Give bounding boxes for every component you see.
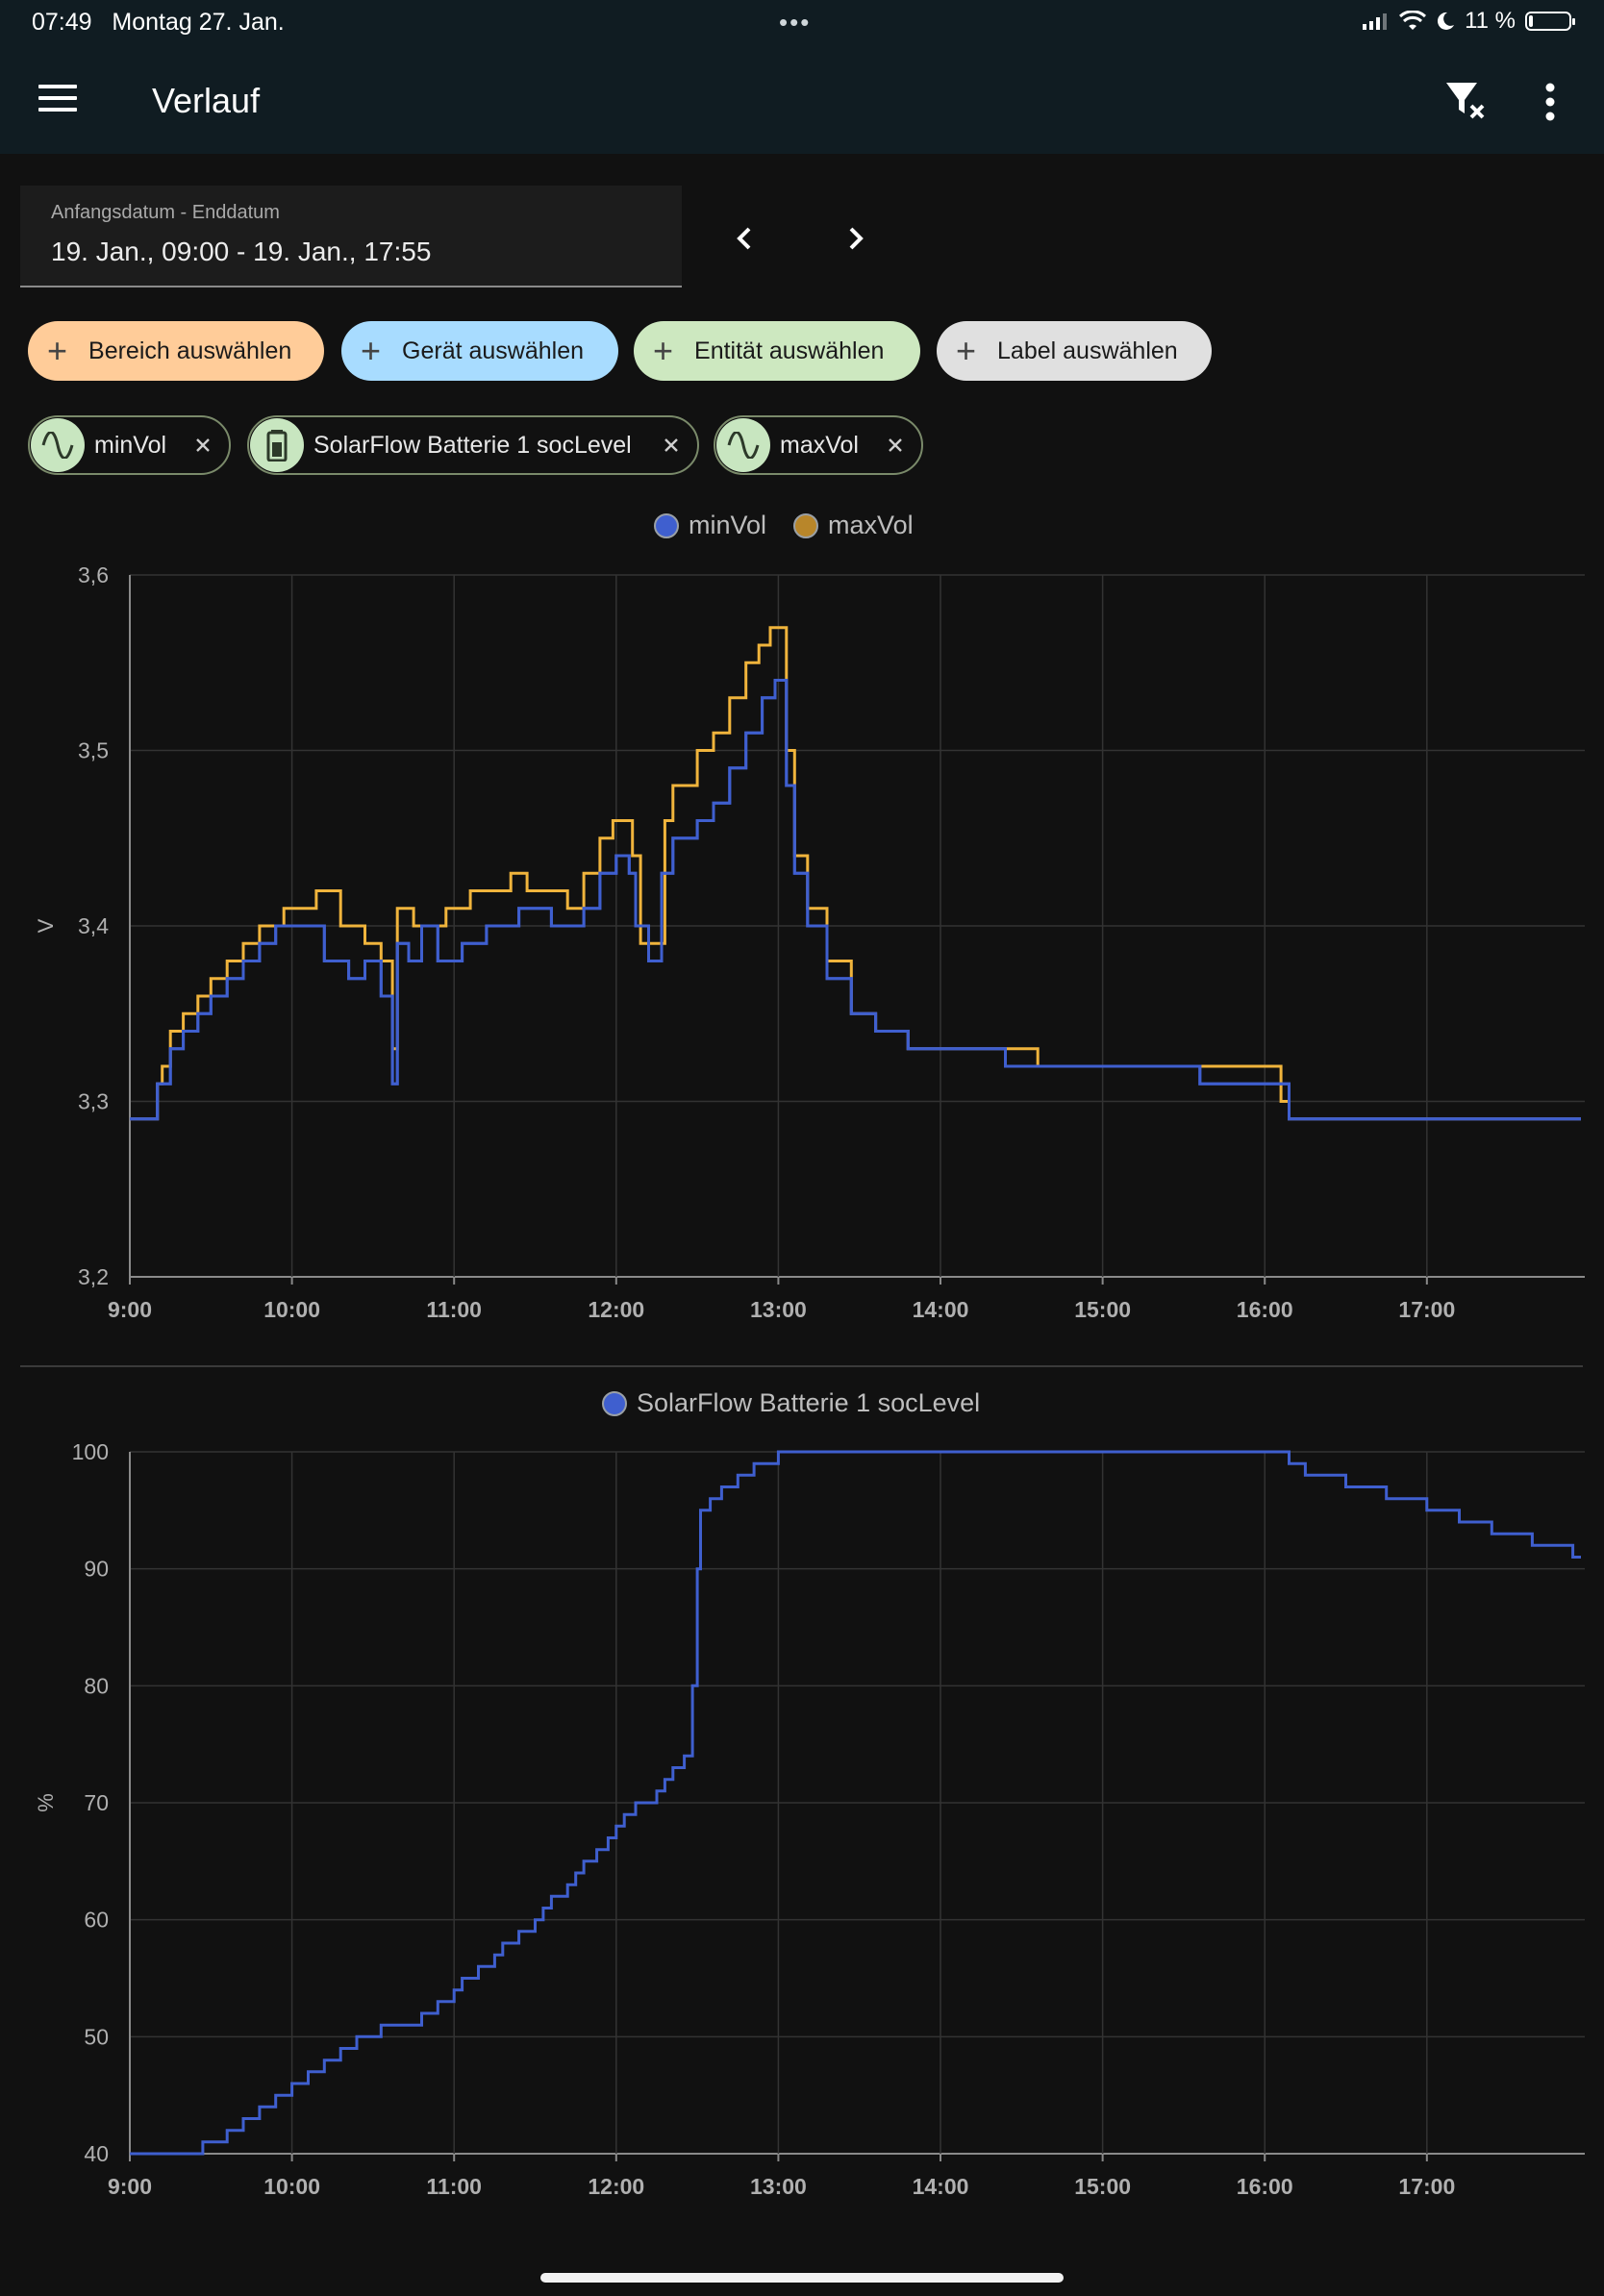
status-time: 07:49 xyxy=(32,9,92,36)
chip-label: Entität auswählen xyxy=(694,337,885,364)
series-line-minvol[interactable] xyxy=(130,679,1581,1121)
x-tick-label: 10:00 xyxy=(263,2174,320,2199)
close-icon[interactable] xyxy=(885,435,906,456)
series-line-minvol-overlay xyxy=(130,679,1581,1121)
status-time-date: 07:49 Montag 27. Jan. xyxy=(32,9,285,37)
x-tick-label: 14:00 xyxy=(913,1297,969,1322)
chip-label: Gerät auswählen xyxy=(402,337,585,364)
page-title: Verlauf xyxy=(152,81,261,120)
plus-icon: + xyxy=(47,331,68,370)
x-tick-label: 9:00 xyxy=(108,2174,152,2199)
x-tick-label: 13:00 xyxy=(750,1297,807,1322)
y-tick-label: 50 xyxy=(84,2024,109,2049)
x-tick-label: 11:00 xyxy=(426,2174,482,2199)
y-tick-label: 3,2 xyxy=(78,1264,109,1289)
y-tick-label: 100 xyxy=(72,1439,109,1464)
chip-label: Bereich auswählen xyxy=(88,337,292,364)
entity-chip-maxvol[interactable]: maxVol xyxy=(714,415,923,475)
battery-percent: 11 % xyxy=(1465,8,1516,34)
home-indicator[interactable] xyxy=(540,2273,1064,2283)
legend-item-maxvol[interactable]: maxVol xyxy=(793,511,914,540)
menu-icon[interactable] xyxy=(38,85,77,115)
close-icon[interactable] xyxy=(192,435,213,456)
y-tick-label: 70 xyxy=(84,1790,109,1815)
sine-wave-icon xyxy=(716,418,770,472)
voltage-chart-legend: minVol maxVol xyxy=(654,511,940,540)
y-tick-label: 90 xyxy=(84,1557,109,1582)
plus-icon: + xyxy=(653,331,674,370)
entity-chip-label: minVol xyxy=(94,431,167,459)
sine-wave-icon xyxy=(31,418,85,472)
x-tick-label: 9:00 xyxy=(108,1297,152,1322)
voltage-chart[interactable]: 3,2 3,3 3,4 3,5 3,6 9:00 10:00 11:00 12:00 13:00 1… xyxy=(0,558,1604,1327)
multitasking-dots-icon[interactable]: ••• xyxy=(779,8,812,37)
cellular-signal-icon xyxy=(1363,13,1388,30)
series-line-maxvol[interactable] xyxy=(130,626,1581,1121)
soc-chart-legend: SolarFlow Batterie 1 socLevel xyxy=(602,1388,1007,1418)
entity-chip-label: maxVol xyxy=(780,431,859,459)
plus-icon: + xyxy=(361,331,382,370)
wifi-icon xyxy=(1399,11,1427,30)
x-tick-label: 14:00 xyxy=(913,2174,969,2199)
y-tick-label: 40 xyxy=(84,2141,109,2166)
y-tick-label: 3,5 xyxy=(78,738,109,763)
x-tick-label: 11:00 xyxy=(426,1297,482,1322)
battery-icon xyxy=(250,418,304,472)
x-tick-label: 16:00 xyxy=(1237,2174,1293,2199)
legend-swatch xyxy=(793,512,819,538)
x-tick-label: 15:00 xyxy=(1074,1297,1131,1322)
more-vert-icon[interactable] xyxy=(1544,83,1556,121)
status-bar: 07:49 Montag 27. Jan. ••• 11 % xyxy=(0,0,1604,48)
legend-label: maxVol xyxy=(828,511,914,539)
choose-device-button[interactable]: + Gerät auswählen xyxy=(341,321,618,381)
y-tick-label: 3,6 xyxy=(78,562,109,587)
x-tick-label: 17:00 xyxy=(1398,1297,1455,1322)
series-line-solarflow-batterie-1-soclevel[interactable] xyxy=(130,1450,1581,2156)
entity-chip-label: SolarFlow Batterie 1 socLevel xyxy=(313,431,632,459)
close-icon[interactable] xyxy=(661,435,682,456)
y-tick-label: 3,3 xyxy=(78,1089,109,1114)
legend-label: minVol xyxy=(689,511,767,539)
status-date: Montag 27. Jan. xyxy=(112,9,285,36)
x-tick-label: 13:00 xyxy=(750,2174,807,2199)
date-range-label: Anfangsdatum - Enddatum xyxy=(51,202,280,223)
choose-entity-button[interactable]: + Entität auswählen xyxy=(634,321,920,381)
chevron-right-icon[interactable] xyxy=(833,216,877,261)
x-tick-label: 17:00 xyxy=(1398,2174,1455,2199)
y-tick-label: 3,4 xyxy=(78,913,109,938)
filter-remove-icon[interactable] xyxy=(1444,81,1489,121)
y-axis-unit: V xyxy=(34,918,58,933)
app-bar: Verlauf xyxy=(0,48,1604,154)
entity-chip-minvol[interactable]: minVol xyxy=(28,415,231,475)
date-range-value: 19. Jan., 09:00 - 19. Jan., 17:55 xyxy=(51,237,432,266)
legend-swatch xyxy=(654,512,679,538)
legend-swatch xyxy=(602,1390,627,1416)
choose-area-button[interactable]: + Bereich auswählen xyxy=(28,321,324,381)
x-tick-label: 12:00 xyxy=(588,1297,644,1322)
chip-label: Label auswählen xyxy=(997,337,1178,364)
x-tick-label: 10:00 xyxy=(263,1297,320,1322)
x-tick-label: 16:00 xyxy=(1237,1297,1293,1322)
y-tick-label: 80 xyxy=(84,1673,109,1698)
soc-chart[interactable]: 40 50 60 70 80 90 100 9:00 10:00 11:00 12:00 13:00 1… xyxy=(0,1433,1604,2221)
moon-icon xyxy=(1438,12,1455,30)
plus-icon: + xyxy=(956,331,977,370)
legend-item-minvol[interactable]: minVol xyxy=(654,511,766,540)
date-range-field[interactable]: Anfangsdatum - Enddatum 19. Jan., 09:00 … xyxy=(20,186,682,287)
entity-chip-soclevel[interactable]: SolarFlow Batterie 1 socLevel xyxy=(247,415,699,475)
choose-label-button[interactable]: + Label auswählen xyxy=(937,321,1212,381)
legend-item-soclevel[interactable]: SolarFlow Batterie 1 socLevel xyxy=(602,1388,980,1418)
x-tick-label: 12:00 xyxy=(588,2174,644,2199)
y-tick-label: 60 xyxy=(84,1908,109,1933)
legend-label: SolarFlow Batterie 1 socLevel xyxy=(637,1388,981,1417)
chevron-left-icon[interactable] xyxy=(723,216,767,261)
y-axis-unit: % xyxy=(34,1793,58,1812)
chart-divider xyxy=(20,1365,1583,1367)
battery-icon xyxy=(1525,12,1575,31)
x-tick-label: 15:00 xyxy=(1074,2174,1131,2199)
status-right: 11 % xyxy=(1363,8,1575,35)
